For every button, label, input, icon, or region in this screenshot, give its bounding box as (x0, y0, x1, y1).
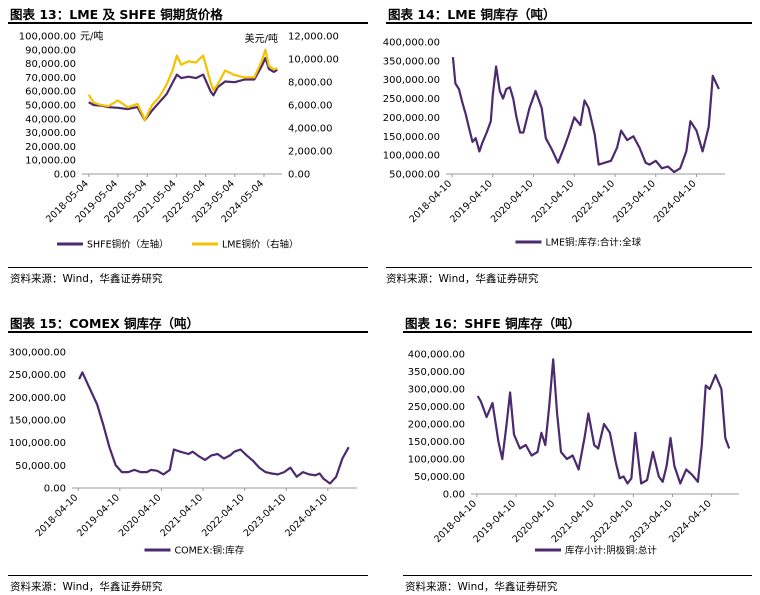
x-tick-label: 2023-04-10 (611, 178, 658, 225)
y-right-tick-label: 2,000.00 (288, 147, 333, 158)
chart-15-source: 资料来源：Wind，华鑫证券研究 (10, 581, 163, 593)
series-line-1 (78, 371, 350, 485)
source-rule-15 (8, 575, 368, 576)
x-tick-label: 2024-04-10 (652, 178, 699, 225)
series-line-1 (451, 56, 720, 174)
y-tick-label: 30,000.00 (25, 128, 76, 139)
chart-comex-copper-inventory: 0.00 50,000.00 100,000.00 150,000.00 200,000… (9, 348, 357, 557)
y-tick-label: 300,000.00 (9, 348, 66, 359)
y-tick-label: 0.00 (54, 170, 76, 181)
y-tick-label: 90,000.00 (25, 45, 76, 56)
series-line-1 (88, 56, 278, 122)
y-tick-label: 50,000.00 (414, 472, 465, 483)
y-tick-label: 400,000.00 (408, 350, 465, 361)
y-tick-label: 350,000.00 (383, 56, 440, 67)
chart-16-title: 图表 16：SHFE 铜库存（吨） (405, 316, 581, 331)
y-tick-label: 50,000.00 (389, 170, 440, 181)
y-right-tick-label: 8,000.00 (288, 78, 333, 89)
chart-16-source: 资料来源：Wind，华鑫证券研究 (405, 581, 558, 593)
x-tick-label: 2020-04-10 (117, 492, 164, 539)
y-tick-label: 200,000.00 (9, 393, 66, 404)
chart-14-title: 图表 14：LME 铜库存（吨） (388, 7, 556, 22)
chart-lme-copper-inventory: 50,000.00 100,000.00 150,000.00 200,000.00 2… (383, 38, 725, 249)
y-right-tick-label: 4,000.00 (288, 124, 333, 135)
y-tick-label: 300,000.00 (408, 385, 465, 396)
y-tick-label: 250,000.00 (408, 402, 465, 413)
left-axis-unit: 元/吨 (80, 30, 103, 43)
y-tick-label: 150,000.00 (408, 437, 465, 448)
y-tick-label: 100,000.00 (19, 32, 76, 43)
y-tick-label: 350,000.00 (408, 367, 465, 378)
title-rule-16 (403, 331, 752, 333)
y-tick-label: 10,000.00 (25, 156, 76, 167)
y-tick-label: 20,000.00 (25, 142, 76, 153)
y-tick-label: 150,000.00 (9, 416, 66, 427)
y-tick-label: 100,000.00 (408, 455, 465, 466)
x-tick-label: 2019-04-10 (75, 492, 122, 539)
y-tick-label: 200,000.00 (383, 113, 440, 124)
x-tick-label: 2020-04-10 (489, 178, 536, 225)
y-right-tick-label: 0.00 (288, 170, 310, 181)
x-tick-label: 2024-04-10 (667, 498, 714, 545)
y-tick-label: 0.00 (44, 484, 66, 495)
y-tick-label: 70,000.00 (25, 73, 76, 84)
x-tick-label: 2022-04-10 (570, 178, 617, 225)
source-rule-13 (8, 267, 368, 268)
y-tick-label: 250,000.00 (383, 94, 440, 105)
chart-15-title: 图表 15：COMEX 铜库存（吨） (10, 316, 200, 331)
legend-label: 库存小计:阴极铜:总计 (565, 545, 657, 557)
y-tick-label: 250,000.00 (9, 370, 66, 381)
legend-label: LME铜:库存:合计:全球 (546, 237, 642, 249)
y-tick-label: 0.00 (443, 490, 465, 501)
y-right-tick-label: 6,000.00 (288, 101, 333, 112)
right-axis-unit: 美元/吨 (245, 32, 278, 45)
y-tick-label: 80,000.00 (25, 59, 76, 70)
chart-lme-shfe-copper-price: 0.00 10,000.00 20,000.00 30,000.00 40,000.00… (19, 30, 339, 251)
y-right-tick-label: 10,000.00 (288, 55, 339, 66)
title-rule-14 (386, 22, 752, 24)
title-rule-15 (8, 331, 368, 333)
y-right-tick-label: 12,000.00 (288, 32, 339, 43)
x-tick-label: 2022-04-10 (200, 492, 247, 539)
chart-13-source: 资料来源：Wind，华鑫证券研究 (10, 273, 163, 285)
y-tick-label: 400,000.00 (383, 38, 440, 49)
source-rule-16 (403, 575, 752, 576)
title-rule-13 (8, 22, 368, 24)
chart-13-title: 图表 13：LME 及 SHFE 铜期货价格 (10, 7, 223, 22)
y-tick-label: 40,000.00 (25, 114, 76, 125)
legend-label: COMEX:铜:库存 (175, 545, 245, 557)
legend-label: SHFE铜价（左轴） (87, 239, 169, 251)
x-tick-label: 2018-04-10 (34, 492, 81, 539)
x-tick-label: 2021-04-10 (158, 492, 205, 539)
y-tick-label: 300,000.00 (383, 75, 440, 86)
y-tick-label: 50,000.00 (15, 461, 66, 472)
series-line-1 (476, 358, 731, 485)
y-tick-label: 150,000.00 (383, 132, 440, 143)
y-tick-label: 100,000.00 (9, 438, 66, 449)
legend-label: LME铜价（右轴） (222, 239, 299, 251)
x-tick-label: 2019-04-10 (448, 178, 495, 225)
chart-shfe-copper-inventory: 0.00 50,000.00 100,000.00 150,000.00 200,000… (408, 350, 739, 557)
y-tick-label: 60,000.00 (25, 87, 76, 98)
source-rule-14 (386, 267, 752, 268)
series-line-2 (87, 48, 278, 122)
y-tick-label: 100,000.00 (383, 151, 440, 162)
chart-14-source: 资料来源：Wind，华鑫证券研究 (386, 273, 539, 285)
y-tick-label: 200,000.00 (408, 420, 465, 431)
x-tick-label: 2021-04-10 (530, 178, 577, 225)
y-tick-label: 50,000.00 (25, 101, 76, 112)
x-tick-label: 2023-04-10 (242, 492, 289, 539)
x-tick-label: 2024-04-10 (283, 492, 330, 539)
x-tick-label: 2018-04-10 (407, 178, 454, 225)
